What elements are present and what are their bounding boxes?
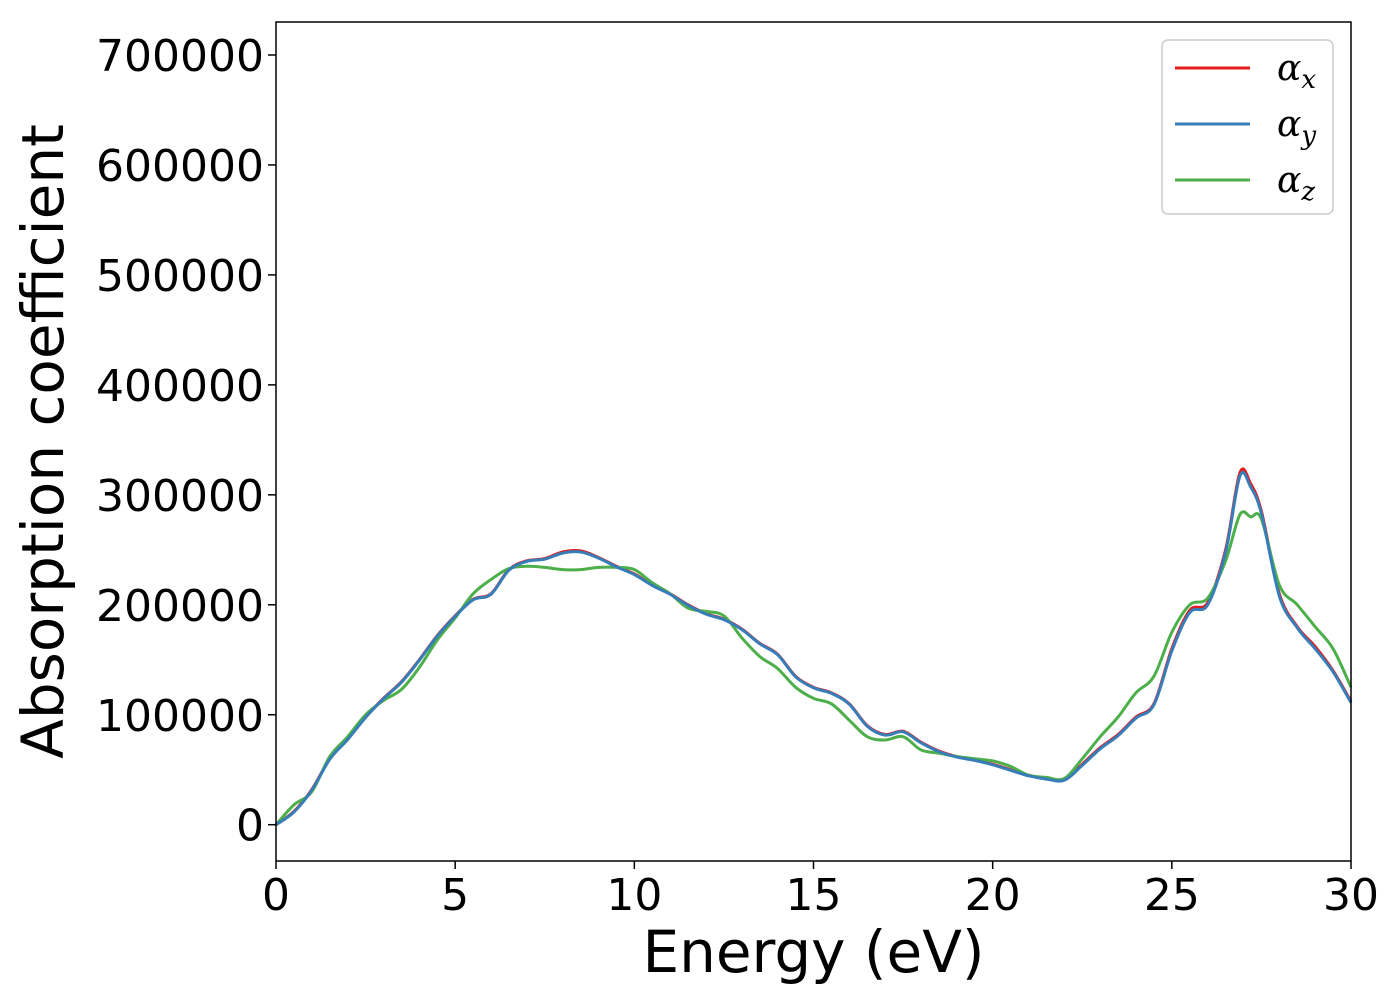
x-axis: 0 5 10 15 20 25 30 bbox=[262, 861, 1379, 921]
y-tick-label: 500000 bbox=[96, 251, 264, 302]
x-tick-label: 25 bbox=[1144, 870, 1200, 921]
x-tick-label: 10 bbox=[606, 870, 662, 921]
legend-label-y: αy bbox=[1277, 104, 1316, 151]
legend-label-x: αx bbox=[1277, 48, 1316, 95]
x-tick-label: 15 bbox=[786, 870, 842, 921]
series-line-z bbox=[274, 510, 1353, 826]
x-tick-label: 30 bbox=[1323, 870, 1379, 921]
x-tick-label: 5 bbox=[441, 870, 469, 921]
legend-box bbox=[1161, 39, 1334, 215]
y-tick-label: 700000 bbox=[96, 31, 264, 82]
plot-lines bbox=[274, 467, 1353, 826]
legend-label-z: αz bbox=[1277, 160, 1315, 207]
y-tick-label: 100000 bbox=[96, 691, 264, 742]
x-axis-label: Energy (eV) bbox=[642, 918, 984, 986]
y-tick-label: 300000 bbox=[96, 471, 264, 522]
series-line-y bbox=[275, 470, 1353, 826]
y-tick-label: 0 bbox=[236, 801, 264, 852]
y-tick-label: 200000 bbox=[96, 581, 264, 632]
x-tick-label: 20 bbox=[965, 870, 1021, 921]
series-line-x bbox=[275, 467, 1353, 826]
y-axis: 0 100000 200000 300000 400000 500000 600000 700… bbox=[96, 31, 276, 852]
legend: αx αy αz bbox=[1161, 39, 1334, 215]
y-tick-label: 600000 bbox=[96, 141, 264, 192]
x-tick-label: 0 bbox=[262, 870, 290, 921]
y-tick-label: 400000 bbox=[96, 361, 264, 412]
y-axis-label: Absorption coefficient bbox=[9, 124, 77, 759]
